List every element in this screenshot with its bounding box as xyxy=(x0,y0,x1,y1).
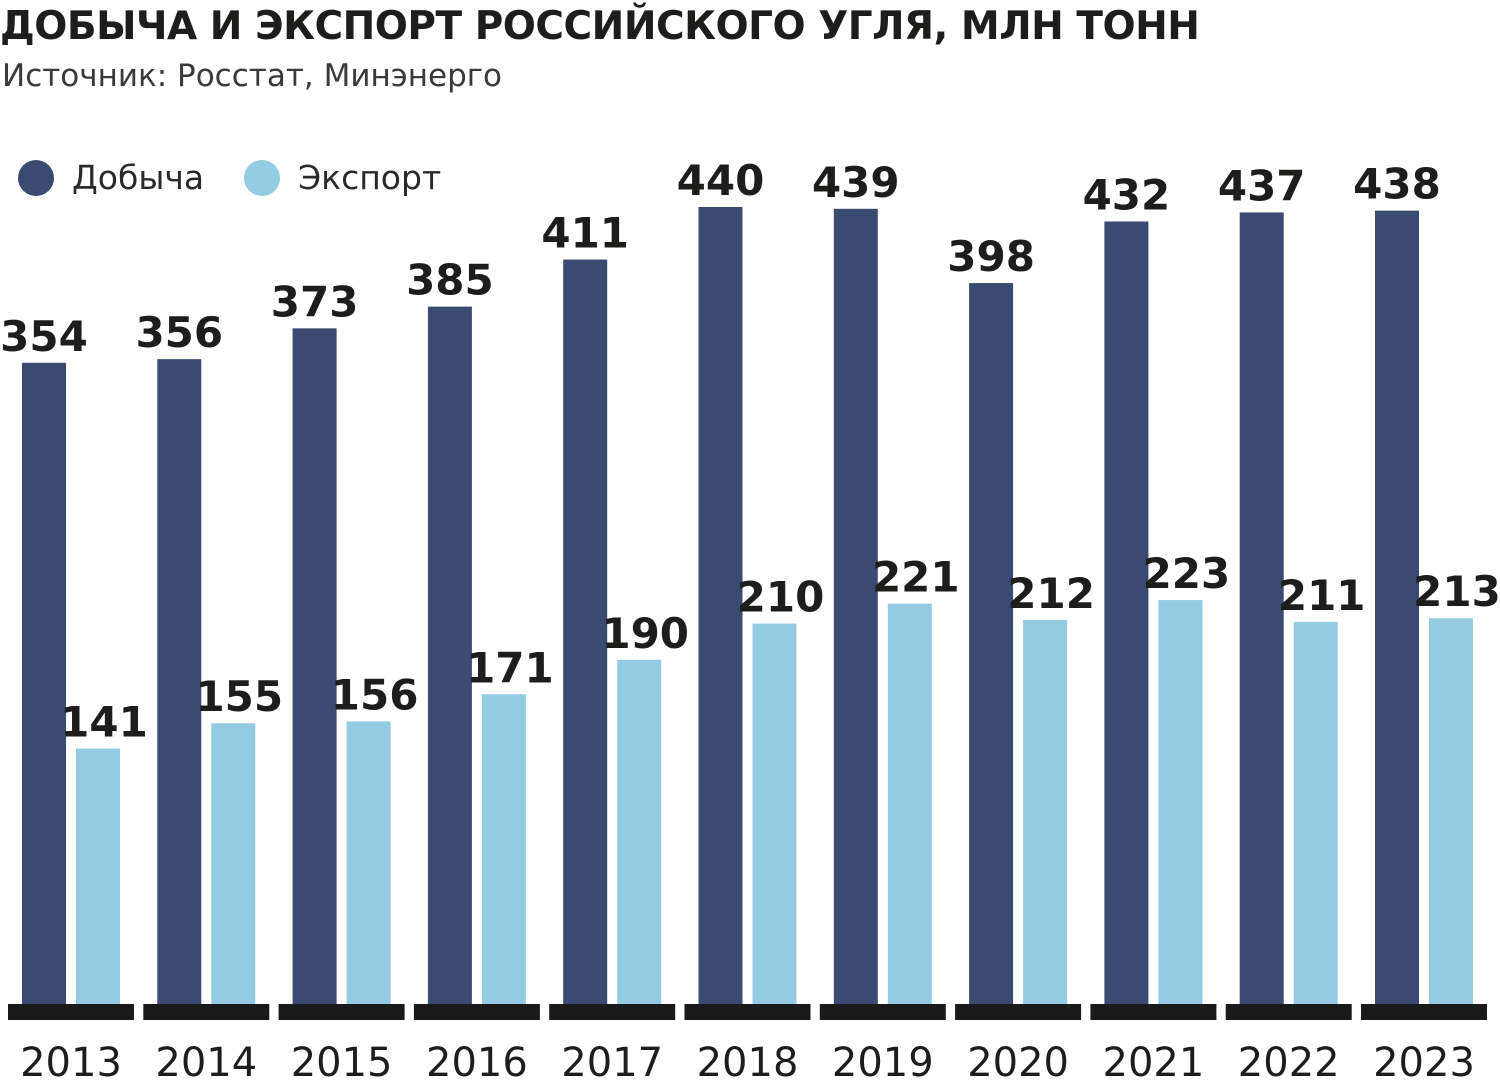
legend-dot-export xyxy=(244,159,281,196)
data-label-export: 223 xyxy=(1143,549,1231,598)
chart-source: Источник: Росстат, Минэнерго xyxy=(2,58,503,94)
bar-export xyxy=(1158,600,1203,1004)
bar-export xyxy=(617,659,662,1004)
data-label-production: 411 xyxy=(541,209,629,258)
x-tick-label: 2016 xyxy=(426,1040,528,1080)
bar-production xyxy=(1375,210,1419,1004)
bar-production xyxy=(1104,221,1149,1004)
data-label-export: 190 xyxy=(601,609,689,658)
legend-dot-production xyxy=(18,159,54,196)
x-tick-label: 2022 xyxy=(1238,1040,1340,1080)
x-tick-label: 2013 xyxy=(20,1040,122,1080)
baseline-segment xyxy=(143,1004,270,1020)
legend-label-production: Добыча xyxy=(72,158,205,197)
bar-production xyxy=(563,259,608,1004)
bar-export xyxy=(211,723,256,1004)
x-tick-label: 2015 xyxy=(291,1040,393,1080)
data-label-export: 221 xyxy=(872,553,960,602)
bar-export xyxy=(1429,618,1473,1004)
x-tick-label: 2017 xyxy=(561,1040,663,1080)
data-label-production: 354 xyxy=(0,312,88,361)
data-label-export: 210 xyxy=(737,573,825,622)
baseline-segment xyxy=(549,1004,676,1020)
legend-item-production: Добыча xyxy=(18,158,204,197)
data-label-export: 141 xyxy=(60,698,148,747)
bar-production xyxy=(833,208,878,1004)
bar-export xyxy=(752,623,797,1004)
bar-production xyxy=(292,328,337,1005)
data-label-production: 440 xyxy=(677,156,765,205)
baseline-segment xyxy=(8,1004,134,1020)
x-tick-label: 2018 xyxy=(697,1040,799,1080)
data-label-export: 156 xyxy=(331,670,419,719)
bar-production xyxy=(1239,212,1284,1005)
x-tick-label: 2019 xyxy=(832,1040,934,1080)
bar-export xyxy=(1293,621,1338,1004)
bar-production xyxy=(157,359,202,1004)
data-label-production: 385 xyxy=(406,256,494,305)
legend-label-export: Экспорт xyxy=(298,158,442,197)
data-label-production: 356 xyxy=(135,308,223,357)
bar-export xyxy=(346,721,391,1004)
bar-export xyxy=(887,603,932,1004)
baseline-segment xyxy=(684,1004,811,1020)
data-label-production: 373 xyxy=(271,277,359,326)
data-label-export: 155 xyxy=(195,672,283,721)
bar-production xyxy=(427,306,472,1004)
data-label-export: 211 xyxy=(1278,571,1366,620)
bar-production xyxy=(969,283,1014,1004)
bar-export xyxy=(1023,619,1068,1004)
baseline-segment xyxy=(955,1004,1082,1020)
bar-export xyxy=(76,748,120,1004)
data-label-production: 437 xyxy=(1218,161,1306,210)
data-label-production: 439 xyxy=(812,158,900,207)
baseline-segment xyxy=(1090,1004,1217,1020)
data-label-production: 432 xyxy=(1083,170,1171,219)
data-label-export: 171 xyxy=(466,643,554,692)
x-tick-label: 2020 xyxy=(967,1040,1069,1080)
baseline-segment xyxy=(413,1004,540,1020)
data-label-production: 438 xyxy=(1353,160,1441,209)
baseline-segment xyxy=(1361,1004,1487,1020)
bar-export xyxy=(481,694,526,1004)
data-label-production: 398 xyxy=(947,232,1035,281)
chart-title: ДОБЫЧА И ЭКСПОРТ РОССИЙСКОГО УГЛЯ, МЛН Т… xyxy=(0,4,1200,49)
data-label-export: 213 xyxy=(1413,567,1500,616)
bar-production xyxy=(22,362,66,1004)
baseline-segment xyxy=(278,1004,405,1020)
x-tick-label: 2021 xyxy=(1103,1040,1205,1080)
chart-legend: Добыча Экспорт xyxy=(18,158,481,197)
data-label-export: 212 xyxy=(1007,569,1095,618)
baseline-segment xyxy=(1225,1004,1352,1020)
x-tick-label: 2023 xyxy=(1373,1040,1475,1080)
bar-production xyxy=(698,207,743,1004)
x-tick-label: 2014 xyxy=(155,1040,257,1080)
baseline-segment xyxy=(819,1004,946,1020)
legend-item-export: Экспорт xyxy=(244,158,441,197)
